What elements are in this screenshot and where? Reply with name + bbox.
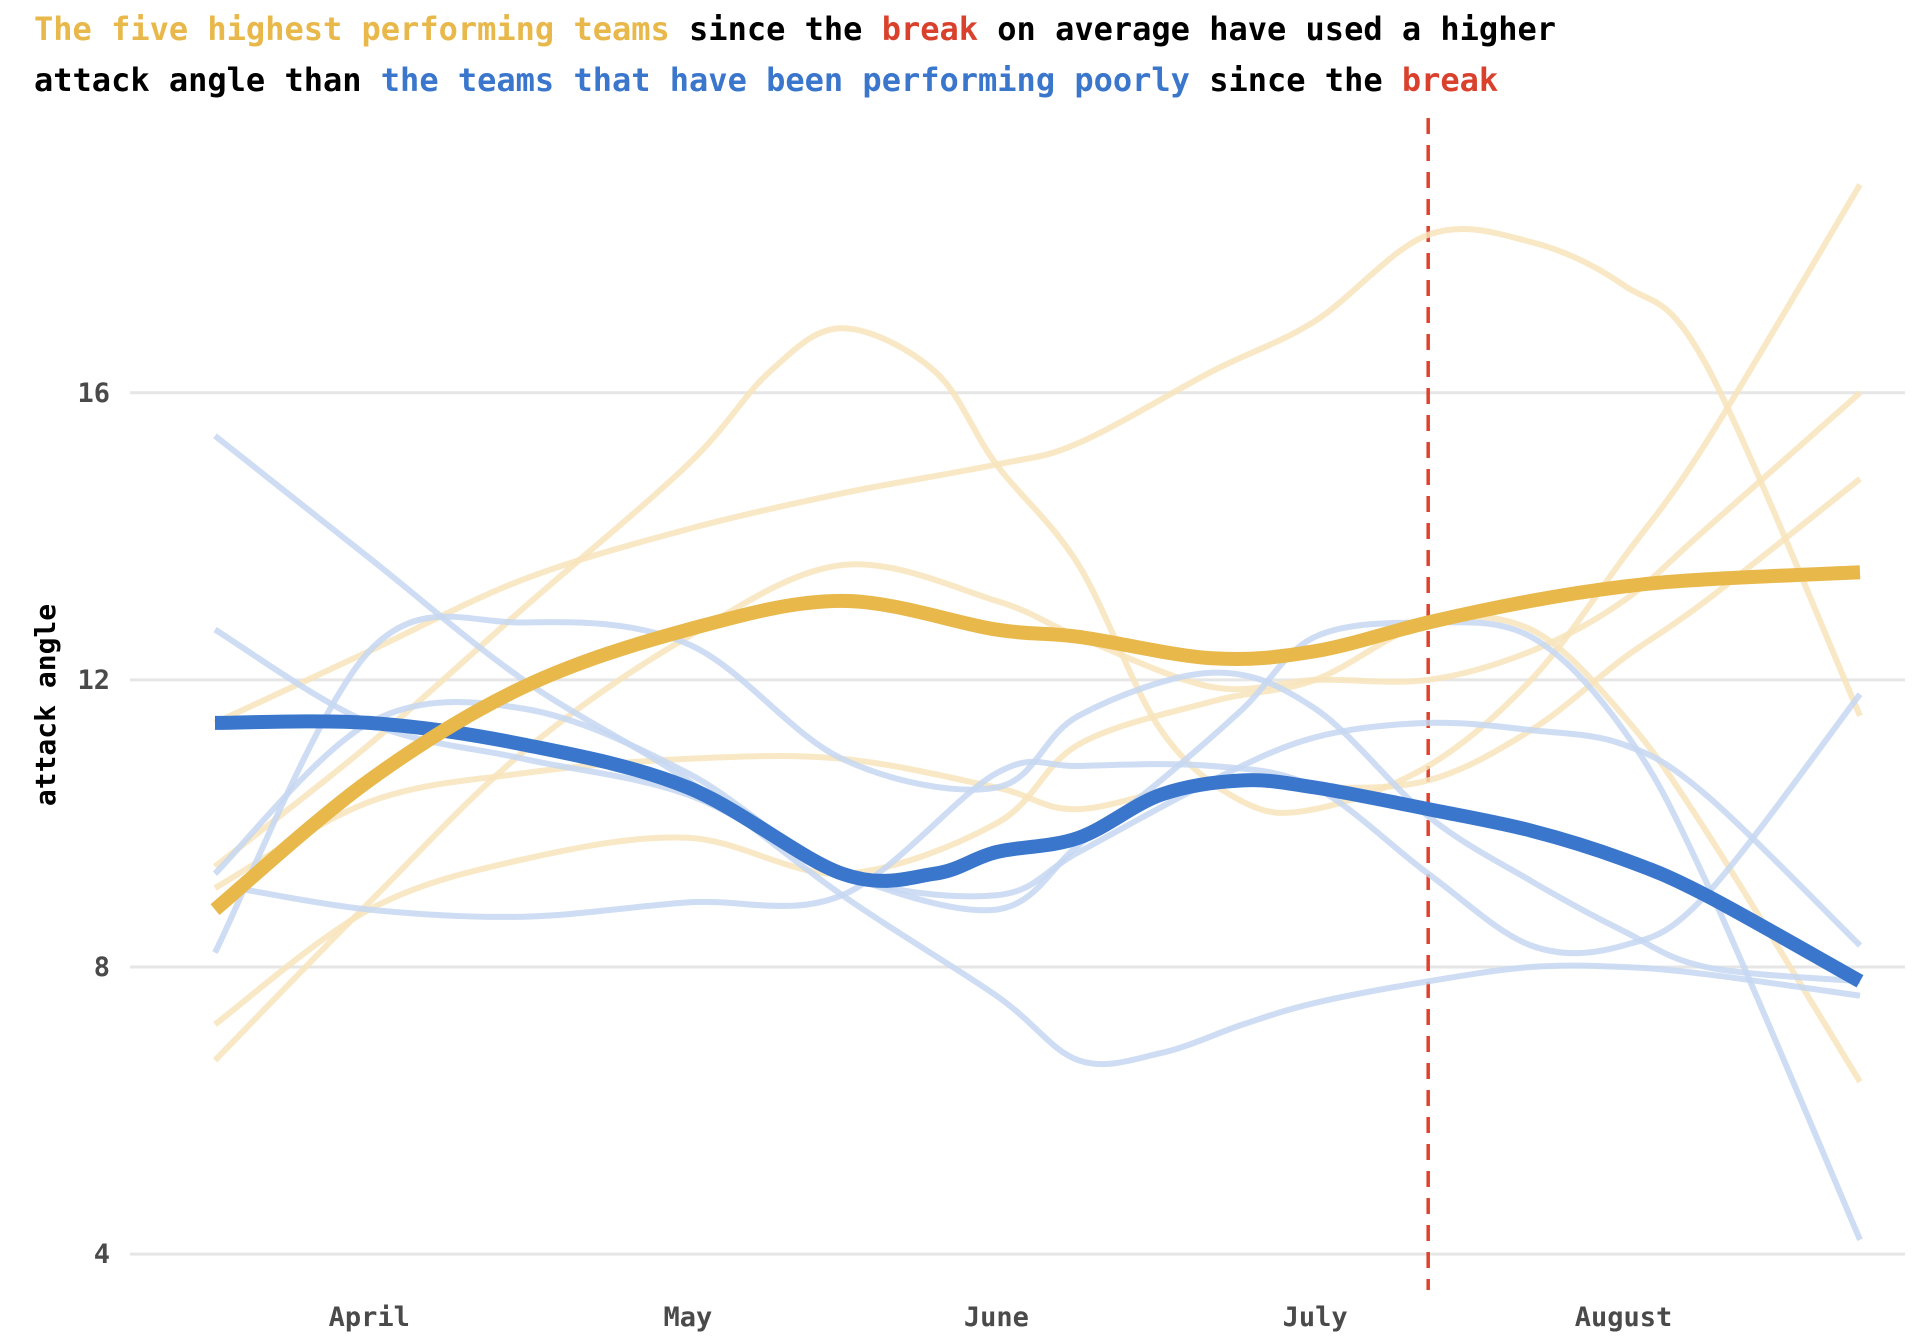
y-tick-label: 8 — [94, 952, 110, 983]
x-tick-label: April — [329, 1302, 410, 1333]
title-segment: break — [881, 10, 979, 48]
poor-team-line — [235, 692, 1863, 957]
series-lines — [210, 183, 1864, 1241]
x-tick-label: May — [664, 1302, 713, 1333]
title-segment: since the — [1189, 61, 1402, 99]
chart-title: The five highest performing teams since … — [34, 4, 1924, 106]
title-segment: the teams that have been performing poor… — [380, 61, 1190, 99]
x-tick-label: July — [1283, 1302, 1348, 1333]
poor-average-line — [214, 714, 1864, 988]
title-segment: on average have used a higher — [978, 10, 1556, 48]
top-team-line — [213, 226, 1863, 726]
x-axis-ticks: April May June July August — [329, 1302, 1673, 1333]
poor-team-line — [213, 433, 1861, 1068]
title-segment: since the — [669, 10, 882, 48]
top-team-line — [213, 476, 1862, 891]
y-tick-label: 12 — [77, 665, 110, 696]
top-average-line — [210, 565, 1861, 915]
poor-team-line — [212, 613, 1861, 985]
poor-team-line — [212, 699, 1863, 948]
x-tick-label: June — [964, 1302, 1029, 1333]
y-tick-label: 16 — [77, 378, 110, 409]
title-segment: The five highest performing teams — [34, 10, 670, 48]
x-tick-label: August — [1575, 1302, 1673, 1333]
top-team-line — [213, 613, 1863, 1084]
y-tick-label: 4 — [94, 1239, 110, 1270]
gridlines — [130, 391, 1905, 1256]
title-segment: break — [1401, 61, 1499, 99]
y-axis-ticks: 4 8 12 16 — [77, 378, 110, 1270]
y-axis-title: attack angle — [29, 604, 62, 806]
title-segment: attack angle than — [34, 61, 381, 99]
